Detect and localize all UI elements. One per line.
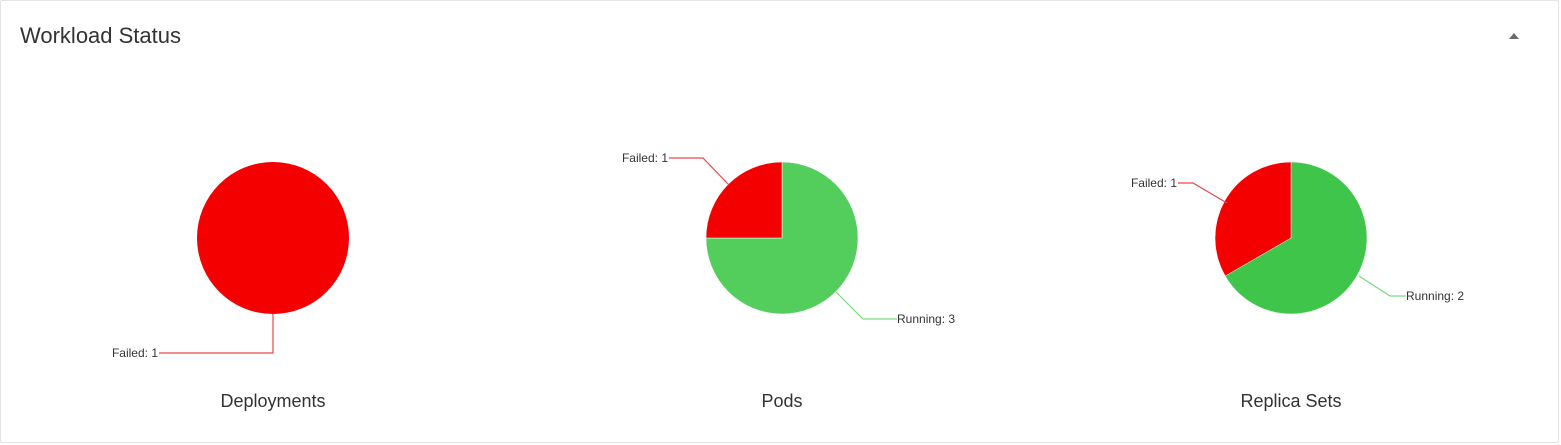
- chart-title-deployments: Deployments: [220, 391, 325, 411]
- pie-chart-pods: Running: 3 Failed: 1 Pods: [622, 151, 955, 411]
- pie-slice-replica-sets-running[interactable]: [1224, 161, 1368, 315]
- card-title: Workload Status: [20, 23, 182, 48]
- chart-title-replica-sets: Replica Sets: [1240, 391, 1341, 411]
- data-label-replica-sets-failed: Failed: 1: [1131, 176, 1177, 190]
- data-label-deployments-failed: Failed: 1: [112, 346, 158, 360]
- pie-chart-deployments: Failed: 1 Deployments: [112, 162, 349, 411]
- callout-line-replica-sets-running: [1358, 275, 1406, 297]
- pie-slice-pods-running[interactable]: [705, 161, 859, 315]
- callout-line-pods-running: [835, 291, 897, 320]
- collapse-button[interactable]: [1504, 29, 1524, 45]
- pie-chart-replica-sets: Running: 2 Failed: 1 Replica Sets: [1131, 161, 1464, 411]
- callout-line-pods-failed: [669, 157, 730, 186]
- callout-line-deployments-failed: [159, 314, 274, 354]
- caret-up-icon: [1509, 33, 1519, 39]
- data-label-replica-sets-running: Running: 2: [1406, 289, 1464, 303]
- pie-slice-deployments-failed[interactable]: [197, 162, 349, 314]
- data-label-pods-failed: Failed: 1: [622, 151, 668, 165]
- data-label-pods-running: Running: 3: [897, 312, 955, 326]
- card-header: Workload Status: [1, 1, 1558, 73]
- chart-title-pods: Pods: [761, 391, 802, 411]
- callout-line-replica-sets-failed: [1178, 182, 1228, 204]
- pie-slice-replica-sets-failed[interactable]: [1214, 161, 1292, 277]
